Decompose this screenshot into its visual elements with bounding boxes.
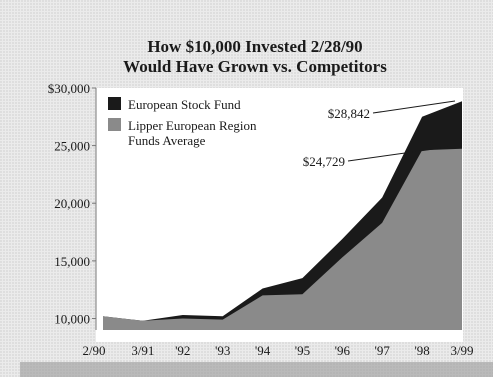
chart-title-line-2: Would Have Grown vs. Competitors	[123, 57, 387, 76]
chart-title-line-1: How $10,000 Invested 2/28/90	[147, 37, 362, 56]
y-tick-label: 25,000	[54, 139, 90, 154]
annotation-fund-value: $28,842	[328, 106, 370, 121]
y-tick-label: 10,000	[54, 311, 90, 326]
bottom-shadow	[20, 362, 493, 377]
legend-label-average: Lipper European Region Funds Average	[128, 118, 260, 148]
y-tick-label: 20,000	[54, 196, 90, 211]
x-tick-label: 2/90	[82, 343, 105, 358]
legend-label-average-line-2: Funds Average	[128, 133, 206, 148]
legend: European Stock Fund Lipper European Regi…	[108, 97, 260, 148]
legend-label-average-line-1: Lipper European Region	[128, 118, 257, 133]
x-axis-ticks: 2/90 3/91 '92 '93 '94 '95 '96 '97 '98 3/99	[82, 343, 473, 358]
y-tick-label: $30,000	[48, 81, 90, 96]
legend-swatch-fund	[108, 97, 121, 110]
legend-swatch-average	[108, 118, 121, 131]
x-tick-label: '96	[335, 343, 351, 358]
annotation-fund-pointer	[372, 100, 456, 114]
legend-label-fund: European Stock Fund	[128, 97, 241, 112]
x-tick-label: '98	[414, 343, 429, 358]
x-tick-label: '95	[295, 343, 310, 358]
x-tick-label: 3/99	[450, 343, 473, 358]
x-tick-label: '94	[255, 343, 271, 358]
y-tick-label: 15,000	[54, 254, 90, 269]
y-axis-ticks: 10,000 15,000 20,000 25,000 $30,000	[48, 81, 96, 326]
x-tick-label: 3/91	[131, 343, 154, 358]
average-area	[103, 148, 462, 330]
x-tick-label: '93	[215, 343, 230, 358]
x-tick-label: '97	[375, 343, 391, 358]
annotation-average-pointer	[347, 145, 456, 162]
x-tick-label: '92	[175, 343, 190, 358]
annotation-average-value: $24,729	[303, 154, 345, 169]
